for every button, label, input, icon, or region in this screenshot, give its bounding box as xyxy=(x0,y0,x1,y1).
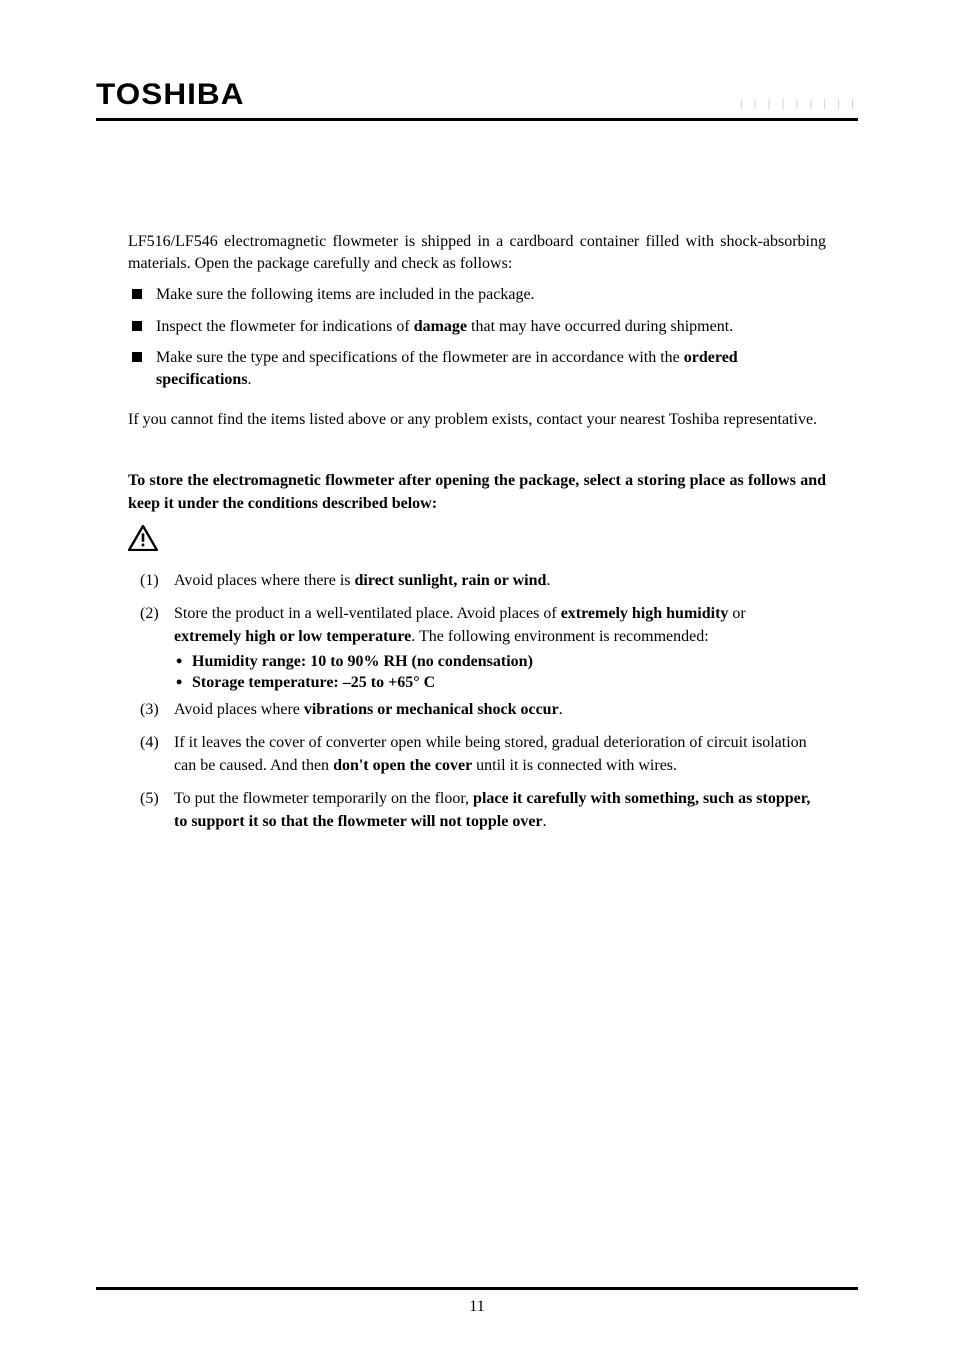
brand-logo: TOSHIBA xyxy=(96,78,245,112)
check-list: Make sure the following items are includ… xyxy=(128,284,826,390)
list-text: . xyxy=(543,813,547,830)
list-item: Storage temperature: –25 to +65° C xyxy=(174,672,826,694)
bold-text: vibrations or mechanical shock occur xyxy=(304,701,559,718)
item-number: (4) xyxy=(140,731,170,754)
bold-text: direct sunlight, rain or wind xyxy=(355,572,547,589)
bold-text: ordered xyxy=(684,349,738,366)
list-item: (1) Avoid places where there is direct s… xyxy=(140,569,826,592)
item-number: (3) xyxy=(140,698,170,721)
item-number: (2) xyxy=(140,602,170,625)
list-item: Make sure the following items are includ… xyxy=(128,284,826,306)
list-text: that may have occurred during shipment. xyxy=(467,318,733,335)
footer-rule xyxy=(96,1287,858,1290)
bold-text: don't open the cover xyxy=(333,757,472,774)
list-text: . The following environment is recommend… xyxy=(411,628,708,645)
list-item: Inspect the flowmeter for indications of… xyxy=(128,316,826,338)
bold-text: specifications xyxy=(156,371,248,388)
list-text: . xyxy=(559,701,563,718)
storage-lead: To store the electromagnetic flowmeter a… xyxy=(128,470,826,515)
item-number: (5) xyxy=(140,787,170,810)
intro-paragraph: LF516/LF546 electromagnetic flowmeter is… xyxy=(128,231,826,274)
list-item: (5) To put the flowmeter temporarily on … xyxy=(140,787,826,833)
header-ornament: | | | | | | | | | xyxy=(740,98,858,112)
page-number: 11 xyxy=(96,1298,858,1316)
item-number: (1) xyxy=(140,569,170,592)
bold-text: extremely high or low temperature xyxy=(174,628,411,645)
list-text: Make sure the type and specifications of… xyxy=(156,349,684,366)
page: TOSHIBA | | | | | | | | | LF516/LF546 el… xyxy=(0,0,954,1350)
list-text: Storage temperature: –25 to +65° C xyxy=(192,674,435,691)
page-header: TOSHIBA | | | | | | | | | xyxy=(96,78,858,121)
list-item: (4) If it leaves the cover of converter … xyxy=(140,731,826,777)
bold-text: damage xyxy=(414,318,467,335)
content: LF516/LF546 electromagnetic flowmeter is… xyxy=(96,231,858,834)
list-text: . xyxy=(248,371,252,388)
list-text: To put the flowmeter temporarily on the … xyxy=(174,790,473,807)
page-footer: 11 xyxy=(96,1287,858,1316)
warning-icon xyxy=(128,525,826,551)
list-text: until it is connected with wires. xyxy=(472,757,677,774)
sub-bullets: Humidity range: 10 to 90% RH (no condens… xyxy=(174,651,826,694)
list-text: Store the product in a well-ventilated p… xyxy=(174,605,561,622)
list-text: . xyxy=(546,572,550,589)
list-item: Make sure the type and specifications of… xyxy=(128,347,826,390)
bold-text: extremely high humidity xyxy=(561,605,729,622)
list-text: Avoid places where there is xyxy=(174,572,355,589)
list-text: Inspect the flowmeter for indications of xyxy=(156,318,414,335)
cannot-find-paragraph: If you cannot find the items listed abov… xyxy=(128,409,826,431)
numbered-list: (1) Avoid places where there is direct s… xyxy=(128,569,826,834)
list-item: (3) Avoid places where vibrations or mec… xyxy=(140,698,826,721)
list-text: Make sure the following items are includ… xyxy=(156,286,535,303)
list-item: (2) Store the product in a well-ventilat… xyxy=(140,602,826,694)
list-text: Humidity range: 10 to 90% RH (no condens… xyxy=(192,653,533,670)
list-text: Avoid places where xyxy=(174,701,304,718)
list-item: Humidity range: 10 to 90% RH (no condens… xyxy=(174,651,826,673)
list-text: or xyxy=(728,605,745,622)
